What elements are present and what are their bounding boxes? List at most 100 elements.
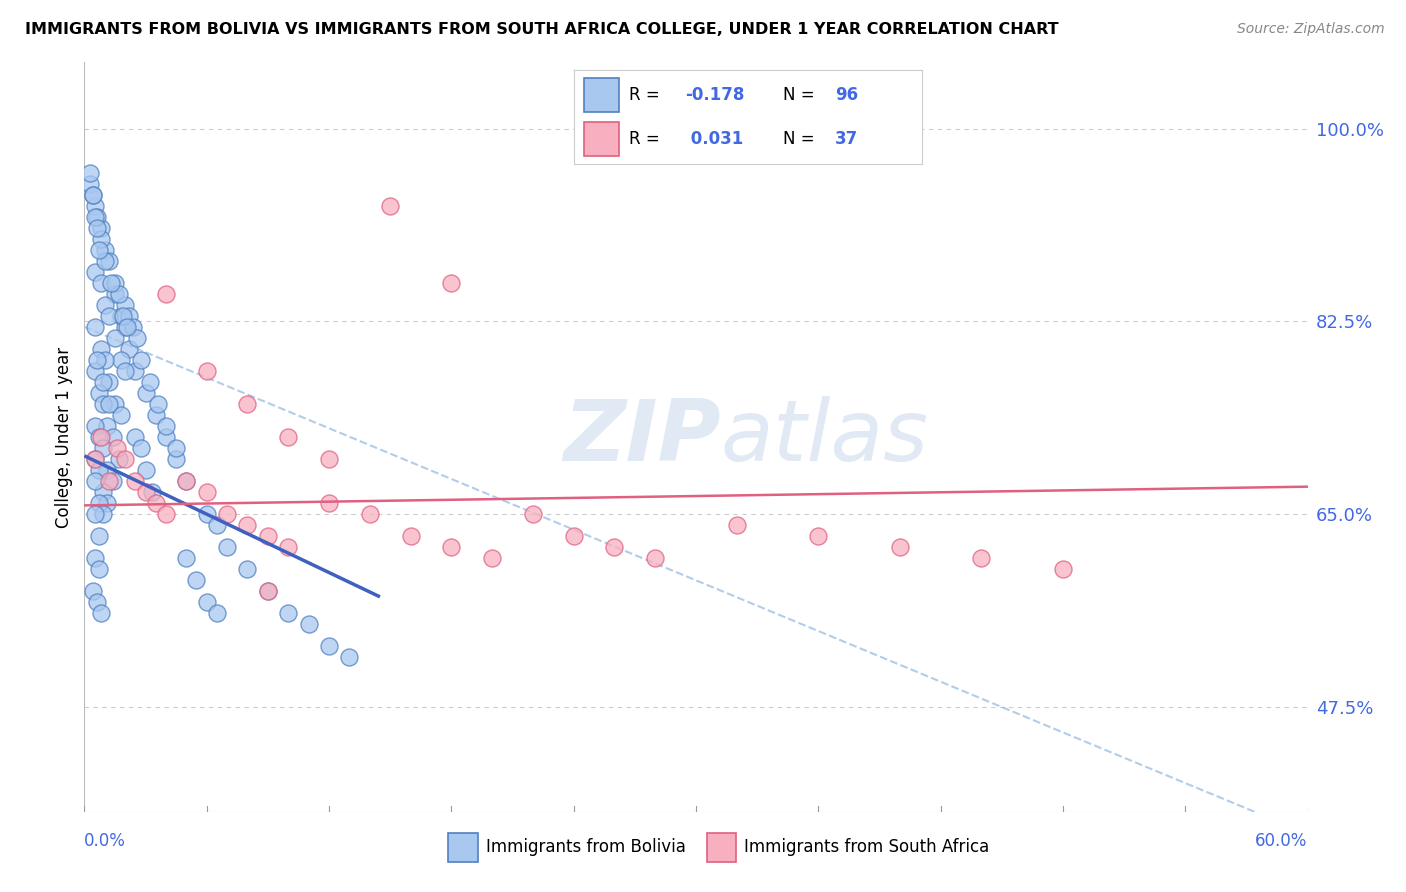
Point (195, 485, 218, 500)
Point (562, 529, 585, 543)
Point (91, 485, 114, 500)
Point (90, 232, 112, 246)
Point (87, 529, 110, 543)
Point (440, 541, 463, 555)
Point (118, 342, 141, 356)
Point (522, 507, 544, 521)
Point (146, 397, 169, 411)
Point (970, 551, 993, 566)
Point (257, 584, 280, 599)
Point (105, 441, 128, 455)
Point (87, 562, 110, 576)
Point (83, 474, 105, 488)
Point (135, 485, 157, 500)
Point (82, 187, 104, 202)
Point (87, 463, 110, 477)
Point (104, 276, 127, 290)
Point (108, 286, 131, 301)
Point (90, 220, 112, 235)
Point (110, 309, 132, 323)
Point (100, 276, 122, 290)
Point (91, 507, 114, 521)
Point (135, 463, 157, 477)
Point (155, 430, 177, 444)
Point (298, 617, 321, 632)
Point (217, 541, 239, 555)
Point (131, 441, 153, 455)
Point (145, 496, 167, 510)
Point (96, 419, 118, 434)
Point (104, 397, 127, 411)
Point (82, 187, 104, 202)
Point (93, 298, 115, 312)
Point (440, 276, 463, 290)
Point (83, 419, 105, 434)
Point (87, 243, 110, 257)
Point (79, 177, 101, 191)
Point (83, 265, 105, 279)
Point (174, 474, 197, 488)
Point (83, 452, 105, 467)
Point (110, 353, 132, 368)
Point (86, 353, 108, 368)
Point (86, 220, 108, 235)
Point (79, 166, 101, 180)
Point (86, 595, 108, 609)
Point (644, 551, 666, 566)
Point (318, 452, 340, 467)
Point (380, 199, 402, 213)
Point (195, 507, 218, 521)
Point (205, 607, 228, 621)
Point (86, 210, 108, 224)
Point (83, 199, 105, 213)
Point (603, 541, 626, 555)
Point (114, 452, 136, 467)
Point (174, 551, 197, 566)
Point (101, 430, 124, 444)
Text: atlas: atlas (720, 395, 928, 479)
Point (277, 607, 299, 621)
Point (118, 309, 141, 323)
Point (96, 496, 118, 510)
Point (318, 640, 340, 654)
Text: ZIP: ZIP (562, 395, 720, 479)
Point (96, 463, 118, 477)
Point (131, 353, 153, 368)
Point (165, 441, 187, 455)
Text: IMMIGRANTS FROM BOLIVIA VS IMMIGRANTS FROM SOUTH AFRICA COLLEGE, UNDER 1 YEAR CO: IMMIGRANTS FROM BOLIVIA VS IMMIGRANTS FR… (25, 22, 1059, 37)
Point (174, 474, 197, 488)
Point (124, 474, 146, 488)
Point (97, 375, 120, 389)
Point (93, 243, 115, 257)
Point (115, 319, 138, 334)
Point (83, 507, 105, 521)
Point (339, 650, 361, 665)
Point (108, 452, 131, 467)
Point (104, 331, 127, 345)
Point (97, 474, 120, 488)
Point (127, 331, 149, 345)
Point (93, 253, 115, 268)
Point (141, 485, 163, 500)
Point (83, 364, 105, 378)
Point (83, 551, 105, 566)
Point (97, 253, 120, 268)
Point (90, 276, 112, 290)
Point (91, 375, 114, 389)
Point (97, 397, 120, 411)
Point (114, 364, 136, 378)
Point (195, 364, 218, 378)
Point (236, 397, 259, 411)
Point (114, 298, 136, 312)
Point (87, 496, 110, 510)
Point (83, 210, 105, 224)
Point (83, 319, 105, 334)
Point (165, 452, 187, 467)
Point (135, 386, 157, 401)
Point (807, 529, 830, 543)
Point (97, 309, 120, 323)
Point (236, 518, 259, 533)
Point (186, 574, 208, 588)
Point (101, 474, 124, 488)
Point (257, 584, 280, 599)
